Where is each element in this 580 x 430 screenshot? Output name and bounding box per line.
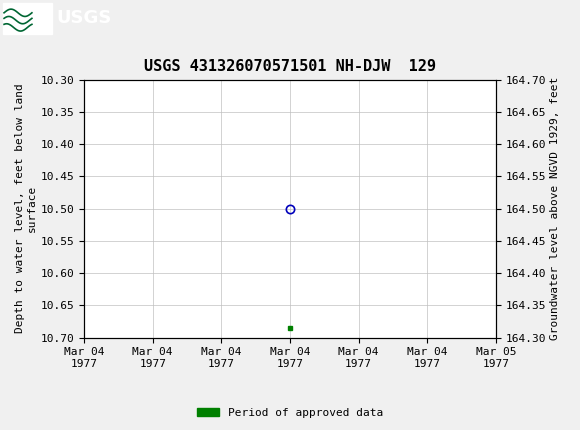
Legend: Period of approved data: Period of approved data [193, 403, 387, 422]
Y-axis label: Depth to water level, feet below land
surface: Depth to water level, feet below land su… [15, 84, 37, 333]
Text: USGS: USGS [57, 9, 112, 27]
FancyBboxPatch shape [3, 3, 52, 34]
Title: USGS 431326070571501 NH-DJW  129: USGS 431326070571501 NH-DJW 129 [144, 59, 436, 74]
Y-axis label: Groundwater level above NGVD 1929, feet: Groundwater level above NGVD 1929, feet [550, 77, 560, 340]
